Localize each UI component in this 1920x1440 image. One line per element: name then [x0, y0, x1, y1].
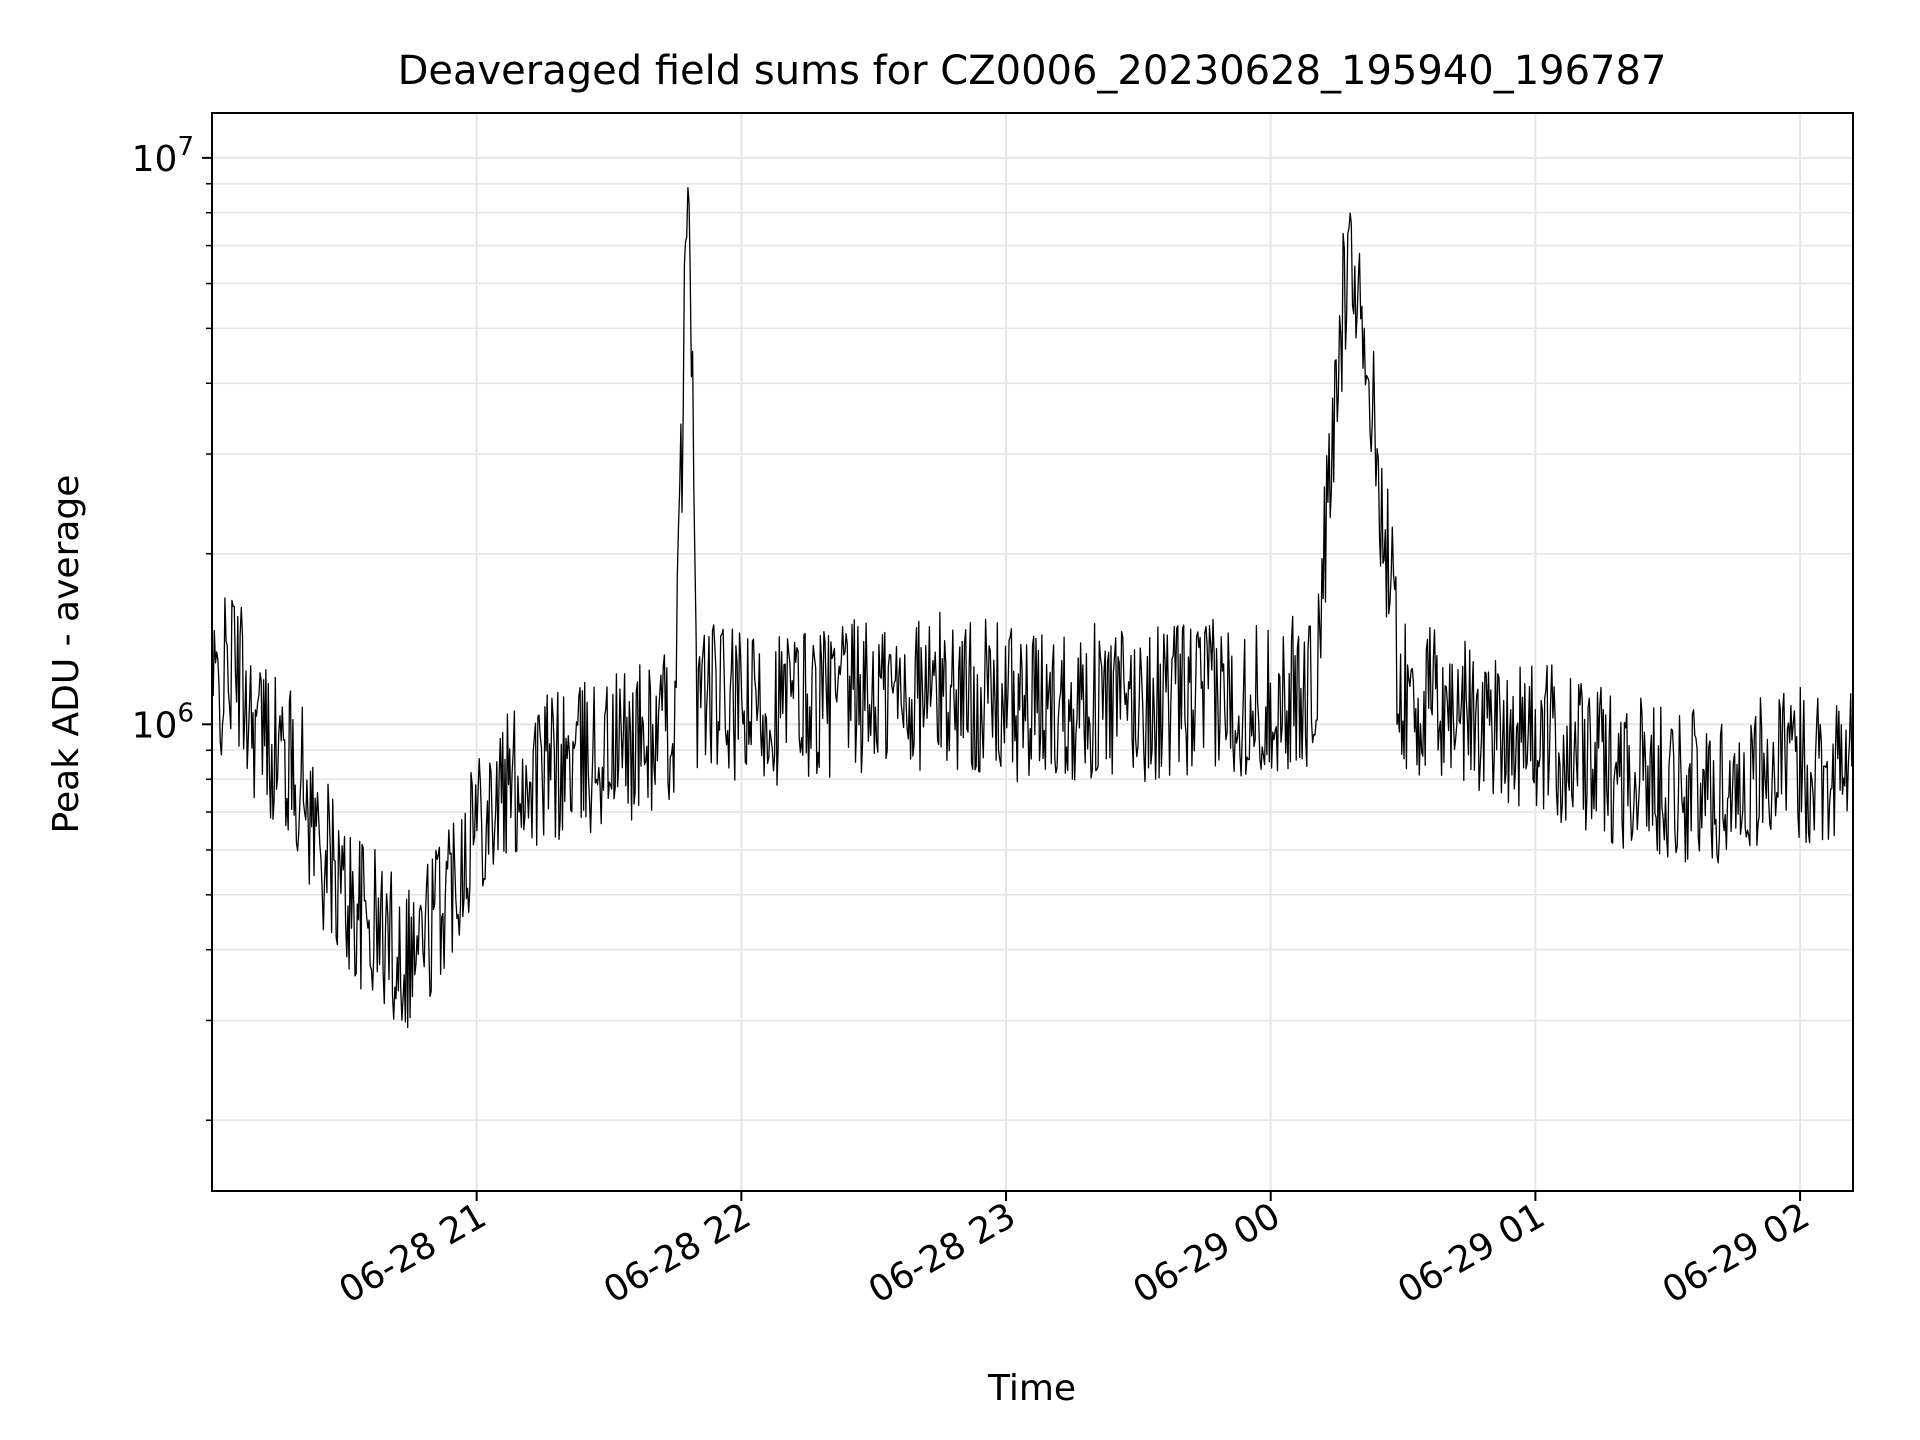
y-tick-label: 106 — [132, 698, 194, 746]
plot-frame — [211, 112, 1854, 1192]
series-layer — [211, 187, 1854, 1029]
data-line — [211, 187, 1854, 1029]
y-tick-label: 107 — [132, 132, 194, 180]
y-axis-label: Peak ADU - average — [46, 475, 87, 834]
x-axis-label: Time — [987, 1368, 1076, 1409]
chart-title: Deaveraged field sums for CZ0006_2023062… — [398, 48, 1667, 94]
grid — [212, 113, 1853, 1191]
